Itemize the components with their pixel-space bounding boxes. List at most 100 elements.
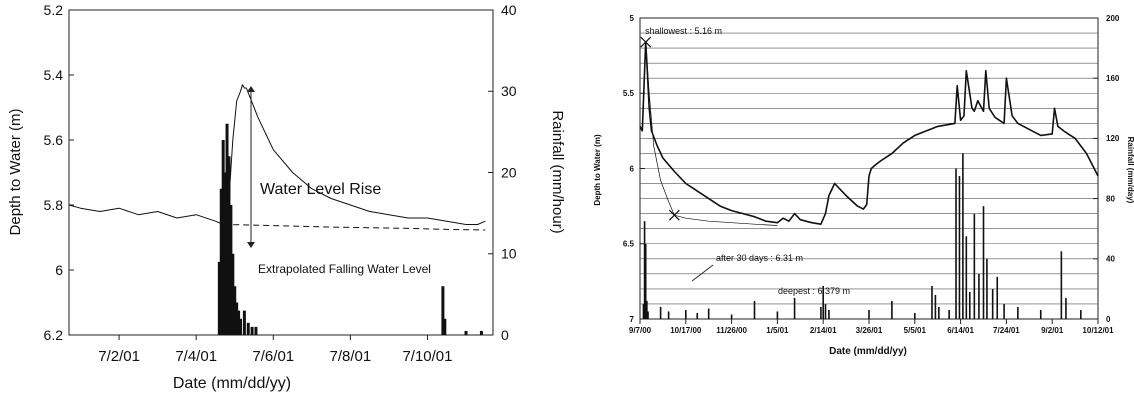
rain-bar (707, 308, 710, 319)
y-axis-label-right: Rainfall (mm/hour) (549, 110, 566, 233)
y-right-tick-label: 200 (1106, 14, 1120, 23)
rain-bar (934, 294, 937, 319)
rain-bar (824, 303, 827, 319)
rain-bar (1065, 297, 1067, 319)
rain-bar (696, 312, 699, 319)
y-tick-label: 6.2 (44, 327, 64, 343)
rain-bar (1003, 303, 1005, 319)
rain-bar (246, 322, 250, 335)
rain-bar (753, 300, 756, 319)
rain-axis-label-right-chart: Rainfall (mm/day) (1126, 137, 1134, 204)
rain-bar (643, 221, 646, 319)
rain-bar (868, 309, 870, 319)
y-right-tick-label: 0 (1106, 315, 1111, 324)
rain-bar (978, 273, 980, 319)
rain-bar (891, 300, 893, 319)
y-tick-label: 5.8 (44, 197, 64, 213)
rain-bar (219, 188, 223, 335)
x-tick-label: 7/8/01 (330, 348, 372, 365)
rain-bar (968, 291, 971, 319)
rain-bar (828, 309, 830, 319)
rain-bar (443, 318, 447, 335)
rain-bar (235, 302, 239, 335)
x-axis-label-right: Date (mm/dd/yy) (829, 346, 907, 357)
chart-right: 5 5.5 6 6.5 7 0 40 80 120 160 200 9/7/00 10/17/00 1… (593, 14, 1134, 357)
y-right-tick-label: 160 (1106, 74, 1120, 83)
x-tick-label: 7/24/01 (993, 326, 1020, 335)
rain-bar (820, 306, 822, 319)
rain-bar (227, 156, 231, 335)
gridlines-right (640, 32, 1098, 305)
rain-bar (233, 286, 237, 335)
x-tick-label: 1/5/01 (766, 326, 789, 335)
x-tick-label: 7/2/01 (98, 348, 140, 365)
annotation-shallowest: shallowest : 5.16 m (645, 26, 722, 36)
rise-arrow-head-up (247, 86, 255, 92)
y-tick-label: 5.6 (44, 132, 64, 148)
rain-bar (986, 258, 988, 319)
y-right-tick-label: 0 (501, 327, 509, 343)
rain-bar (793, 297, 796, 319)
annotation-deepest: deepest : 6.379 m (778, 286, 850, 296)
annotation-water-level-rise: Water Level Rise (260, 181, 381, 198)
annotation-after-30-days: after 30 days : 6.31 m (716, 253, 803, 263)
y-tick-label: 5 (630, 14, 635, 23)
rain-bar (776, 311, 779, 319)
rain-bar (1039, 309, 1042, 319)
y-right-tick-label: 30 (501, 83, 517, 99)
y-tick-label: 6.5 (623, 240, 635, 249)
rain-bar (239, 318, 243, 335)
after-30-days-leader (691, 264, 714, 282)
x-tick-label: 10/12/01 (1082, 326, 1114, 335)
water-level-line (68, 84, 486, 225)
x-tick-label: 2/14/01 (810, 326, 837, 335)
recession-curve (645, 42, 778, 226)
x-tick-label: 11/26/00 (716, 326, 747, 335)
rain-bar (996, 276, 999, 319)
x-tick-label: 9/2/01 (1041, 326, 1064, 335)
x-ticks-left: 7/2/01 7/4/01 7/6/01 7/8/01 7/10/01 (98, 335, 452, 365)
x-tick-label: 7/4/01 (175, 348, 217, 365)
y-ticks-right-left-chart: 0 10 20 30 40 (488, 2, 517, 343)
x-marker (668, 209, 680, 221)
y-right-tick-label: 80 (1106, 194, 1115, 203)
y-tick-label: 6 (55, 262, 63, 278)
y-axis-label-right-chart: Depth to Water (m) (593, 134, 602, 206)
series-left (68, 84, 486, 335)
y-right-tick-label: 40 (501, 2, 517, 18)
rain-bar (464, 330, 468, 335)
rain-bar (217, 261, 221, 335)
rain-bar (659, 306, 662, 319)
rain-bar (441, 286, 445, 335)
x-tick-label: 7/10/01 (402, 348, 452, 365)
y-tick-label: 7 (630, 315, 635, 324)
rain-bar (685, 309, 687, 319)
rain-bar (254, 326, 258, 335)
y-tick-label: 5.4 (44, 67, 64, 83)
rain-bar (647, 311, 649, 319)
rain-bar (1080, 309, 1082, 319)
rain-bar (479, 330, 483, 335)
rain-ticks-right-chart: 0 40 80 120 160 200 (1093, 14, 1120, 324)
x-tick-label: 7/6/01 (252, 348, 294, 365)
y-right-tick-label: 10 (501, 246, 517, 262)
rain-bar (225, 123, 229, 335)
y-right-tick-label: 120 (1106, 134, 1120, 143)
rain-bar (730, 314, 733, 319)
rain-bar (229, 205, 233, 335)
y-tick-label: 5.5 (623, 89, 635, 98)
rain-bar (982, 206, 985, 319)
rain-bar (958, 176, 961, 319)
rise-arrow-head-down (247, 242, 255, 248)
water-level-line (639, 41, 1099, 225)
rain-bar (667, 311, 670, 319)
y-ticks-right-chart: 5 5.5 6 6.5 7 (623, 14, 645, 324)
y-axis-label-left: Depth to Water (m) (7, 109, 24, 236)
rain-bar (250, 326, 254, 335)
y-right-tick-label: 40 (1106, 255, 1115, 264)
y-tick-label: 5.2 (44, 2, 64, 18)
rain-bar (931, 285, 933, 319)
x-axis-label-left: Date (mm/dd/yy) (173, 375, 291, 392)
